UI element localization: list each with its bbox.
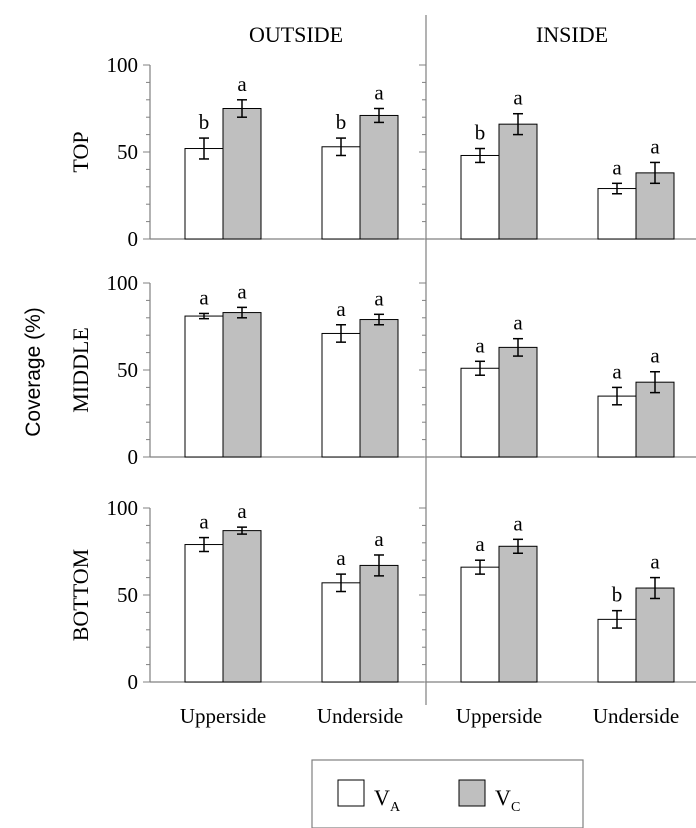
- significance-letter: b: [475, 121, 486, 145]
- significance-letter: b: [199, 110, 210, 134]
- y-tick-label: 0: [128, 670, 139, 694]
- bar-top-inside-upperside-va: [460, 154, 500, 240]
- significance-letter: a: [336, 546, 346, 570]
- bar-bottom-inside-upperside-va: [460, 566, 500, 683]
- significance-letter: a: [513, 511, 523, 535]
- legend-label-sub: A: [390, 800, 401, 815]
- x-tick-label-upperside: Upperside: [180, 704, 266, 728]
- x-tick-label-upperside: Upperside: [456, 704, 542, 728]
- bar-bottom-inside-underside-vc: [635, 587, 675, 683]
- significance-letter: a: [650, 550, 660, 574]
- significance-letter: a: [475, 532, 485, 556]
- bar-top-outside-underside-va: [321, 146, 361, 240]
- significance-letter: b: [612, 583, 623, 607]
- significance-letter: a: [237, 499, 247, 523]
- legend-label-sub: C: [511, 800, 520, 815]
- row-label-bottom: BOTTOM: [68, 549, 93, 642]
- legend-swatch-va: [337, 779, 365, 807]
- significance-letter: a: [612, 155, 622, 179]
- y-tick-label: 0: [128, 445, 139, 469]
- x-tick-label-underside: Underside: [317, 704, 403, 728]
- bar-middle-inside-upperside-vc: [498, 346, 538, 458]
- significance-letter: a: [199, 285, 209, 309]
- column-title-inside: INSIDE: [536, 22, 608, 47]
- bar-top-inside-upperside-vc: [498, 123, 538, 240]
- legend-swatch-vc: [458, 779, 486, 807]
- significance-letter: a: [237, 72, 247, 96]
- legend-label-main: V: [495, 785, 511, 810]
- bar-middle-inside-underside-vc: [635, 381, 675, 458]
- x-tick-label-underside: Underside: [593, 704, 679, 728]
- bar-middle-inside-upperside-va: [460, 367, 500, 458]
- significance-letter: a: [374, 286, 384, 310]
- y-tick-label: 100: [107, 496, 139, 520]
- bar-bottom-inside-upperside-vc: [498, 545, 538, 683]
- bar-top-outside-upperside-va: [184, 148, 224, 240]
- significance-letter: a: [199, 510, 209, 534]
- y-tick-label: 50: [117, 358, 138, 382]
- bar-top-inside-underside-va: [597, 188, 637, 240]
- significance-letter: a: [374, 527, 384, 551]
- bar-bottom-outside-upperside-va: [184, 544, 224, 683]
- bar-top-outside-upperside-vc: [222, 108, 262, 240]
- significance-letter: a: [475, 333, 485, 357]
- significance-letter: a: [513, 86, 523, 110]
- column-title-outside: OUTSIDE: [249, 22, 343, 47]
- significance-letter: a: [374, 81, 384, 105]
- bar-top-outside-underside-vc: [359, 114, 399, 240]
- y-tick-label: 50: [117, 140, 138, 164]
- bar-bottom-outside-underside-vc: [359, 564, 399, 683]
- y-tick-label: 50: [117, 583, 138, 607]
- significance-letter: a: [650, 134, 660, 158]
- y-tick-label: 100: [107, 271, 139, 295]
- y-axis-label: Coverage (%): [22, 307, 45, 437]
- row-label-middle: MIDDLE: [68, 327, 93, 413]
- y-tick-label: 0: [128, 227, 139, 251]
- significance-letter: a: [237, 279, 247, 303]
- row-label-top: TOP: [68, 131, 93, 172]
- y-tick-label: 100: [107, 53, 139, 77]
- bar-middle-outside-upperside-vc: [222, 312, 262, 458]
- legend-label-main: V: [374, 785, 390, 810]
- bar-bottom-outside-underside-va: [321, 582, 361, 683]
- bar-middle-inside-underside-va: [597, 395, 637, 458]
- bar-middle-outside-upperside-va: [184, 315, 224, 458]
- significance-letter: a: [336, 297, 346, 321]
- significance-letter: a: [513, 311, 523, 335]
- significance-letter: a: [650, 344, 660, 368]
- significance-letter: a: [612, 359, 622, 383]
- bar-bottom-outside-upperside-vc: [222, 530, 262, 683]
- significance-letter: b: [336, 110, 347, 134]
- bar-middle-outside-underside-vc: [359, 319, 399, 458]
- bar-middle-outside-underside-va: [321, 332, 361, 458]
